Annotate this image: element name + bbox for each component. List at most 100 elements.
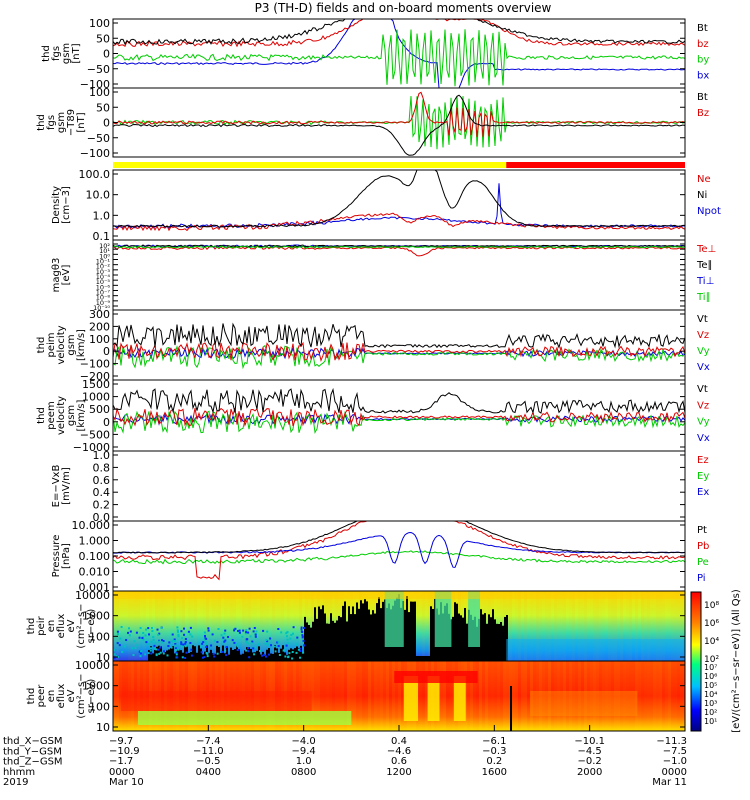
x-axis-value-hhmm: 0000 [662, 767, 687, 778]
spectrogram-column [536, 661, 539, 731]
spectrogram-speckle [128, 627, 130, 630]
spectrogram-column [644, 661, 647, 731]
spectrogram-speckle [113, 648, 115, 651]
spectrogram-column [485, 661, 488, 731]
spectrogram-speckle [204, 635, 206, 637]
spectrogram-dark-cell [252, 652, 254, 661]
y-tick-label: −500 [80, 428, 110, 441]
y-axis-label-line: [eV] [61, 265, 72, 286]
spectrogram-column [557, 661, 560, 731]
spectrogram-speckle [189, 626, 192, 629]
x-axis-value-hhmm: 0800 [291, 767, 316, 778]
spectrogram-column [662, 661, 665, 731]
x-axis-value-x: −9.7 [109, 736, 133, 747]
legend-label: Pb [697, 541, 709, 552]
status-segment-yellow [113, 162, 507, 168]
spectrogram-speckle [242, 629, 245, 632]
spectrogram-column [668, 591, 671, 661]
spectrogram-speckle [282, 649, 285, 652]
spectrogram-dark-cell [250, 648, 252, 661]
spectrogram-speckle [184, 645, 187, 648]
spectrogram-column [665, 661, 668, 731]
trace-line [113, 407, 685, 427]
y-tick-label: −1000 [73, 441, 110, 454]
x-axis-row-label: thd_X−GSM [3, 736, 63, 747]
spectrogram-dark-cell [488, 614, 490, 661]
spectrogram-dark-cell [352, 606, 354, 661]
x-axis-value-hhmm: 2000 [577, 767, 602, 778]
x-axis-value-y: −4.6 [387, 746, 411, 757]
spectrogram-column [650, 591, 653, 661]
y-axis-label-line: peir [36, 615, 47, 635]
spectrogram-dark-cell [484, 613, 486, 661]
spectrogram-column [488, 661, 491, 731]
plot-title: P3 (TH-D) fields and on-board moments ov… [255, 1, 552, 15]
spectrogram-speckle [175, 648, 178, 651]
y-axis-label: thd fgs gsm [nT] [41, 43, 82, 64]
spectrogram-speckle [280, 631, 283, 634]
y-tick-label: 1000 [82, 391, 110, 404]
spectrogram-speckle [173, 640, 176, 642]
colorbar-tick: 10⁴ [704, 690, 717, 699]
trace-line [113, 183, 685, 229]
spectrogram-column [563, 661, 566, 731]
spectrogram-dark-cell [300, 645, 302, 661]
spectrogram-column [590, 591, 593, 661]
spectrogram-speckle [173, 638, 176, 641]
y-axis-label-line: thd [36, 337, 47, 354]
spectrogram-column [656, 591, 659, 661]
spectrogram-speckle [268, 644, 270, 647]
y-axis-label-line: en [46, 620, 57, 633]
spectrogram-column [629, 591, 632, 661]
legend-label: Vz [697, 330, 709, 341]
spectrogram-speckle [183, 627, 185, 630]
spectrogram-speckle [303, 644, 306, 647]
trace-line [113, 344, 685, 370]
y-tick-label: −100 [80, 78, 110, 91]
trace-line [113, 91, 685, 138]
spectrogram-dark-cell [366, 601, 368, 661]
y-axis-label-line: gsm [61, 43, 72, 64]
spectrogram-speckle [301, 634, 304, 637]
x-axis-value-x: 0.4 [391, 736, 407, 747]
spectrogram-dark-cell [306, 622, 308, 661]
spectrogram-speckle [274, 650, 277, 653]
spectrogram-column [116, 591, 119, 661]
spectrogram-speckle [247, 631, 250, 634]
trace-line [113, 410, 685, 434]
spectrogram-column [524, 591, 527, 661]
y-axis-label-line: [cm−3] [61, 186, 72, 224]
y-tick-label: 1.000 [79, 535, 111, 548]
spectrogram-column [395, 661, 398, 731]
spectrogram-speckle [149, 649, 152, 652]
spectrogram-column [590, 661, 593, 731]
spectrogram-column [392, 661, 395, 731]
panel-plot-area [113, 591, 685, 661]
spectrogram-speckle [116, 630, 119, 633]
legend-label: Vy [697, 417, 710, 428]
y-axis-label-line: thd [26, 618, 37, 635]
spectrogram-dark-cell [208, 652, 210, 661]
colorbar-tick: 10¹ [704, 717, 717, 726]
spectrogram-speckle [302, 651, 305, 654]
panel-efield: 1.00.80.60.40.20.0 E=−VxB [mV/m] Ez Ey Ex [51, 449, 709, 524]
x-axis-value-date: Mar 11 [652, 777, 687, 788]
spectrogram-column [533, 591, 536, 661]
spectrogram-speckle [252, 630, 255, 633]
y-tick-label: 0.0 [93, 511, 111, 524]
spectrogram-column [638, 591, 641, 661]
trace-line [113, 340, 685, 363]
y-axis-label-line: peim [46, 332, 57, 357]
y-tick-label: 10⁻⁸ [96, 294, 111, 302]
spectrogram-speckle [299, 656, 302, 659]
spectrogram-column [299, 591, 302, 661]
spectrogram-dark-cell [480, 609, 482, 661]
y-tick-label: 10⁰ [99, 252, 110, 260]
spectrogram-speckle [184, 638, 187, 640]
spectrogram-column [638, 661, 641, 731]
spectrogram-column [191, 591, 194, 661]
x-axis-value-y: −9.4 [292, 746, 316, 757]
y-tick-label: 10⁻⁶ [96, 283, 111, 291]
spectrogram-speckle [163, 650, 165, 653]
